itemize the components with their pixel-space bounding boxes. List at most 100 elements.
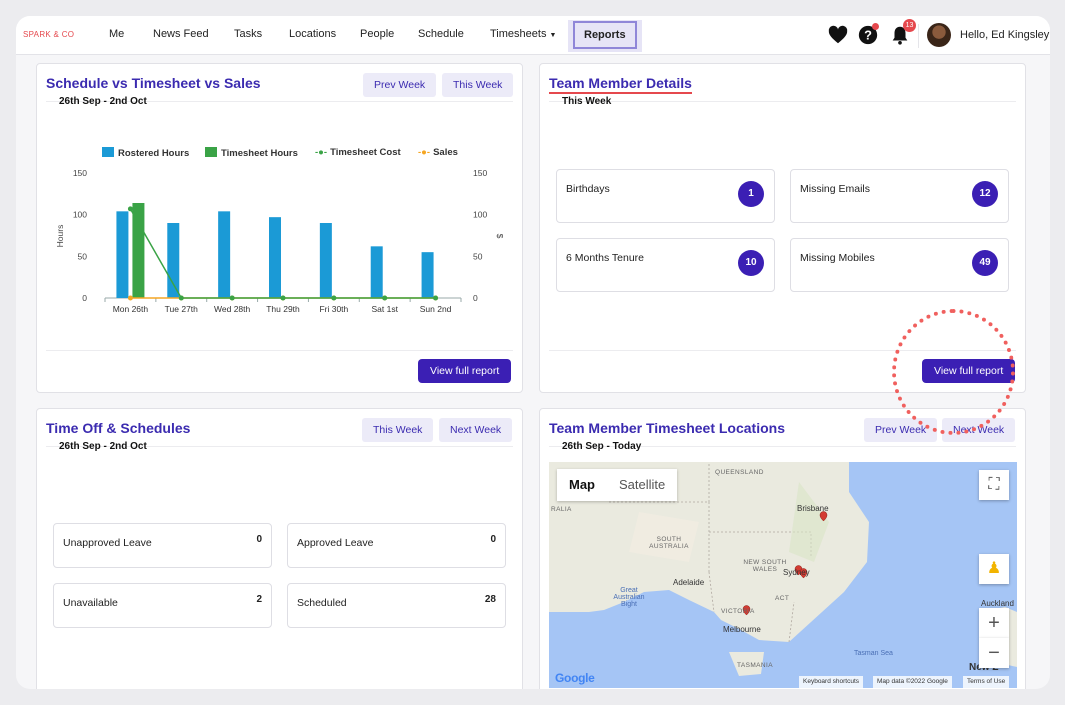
map-label-queensland: QUEENSLAND — [715, 469, 764, 476]
svg-text:?: ? — [864, 28, 872, 43]
locations-card-title: Team Member Timesheet Locations — [549, 420, 785, 436]
schedule-card: Schedule vs Timesheet vs Sales Prev Week… — [36, 63, 523, 393]
bell-icon[interactable]: 13 — [889, 19, 916, 46]
stat-missing-mobiles[interactable]: Missing Mobiles 49 — [790, 238, 1009, 292]
bar-rostered-hours — [269, 217, 281, 298]
stat-missing-emails[interactable]: Missing Emails 12 — [790, 169, 1009, 223]
y-tick-label: 150 — [73, 168, 87, 178]
unavailable-item[interactable]: Unavailable 2 — [53, 583, 272, 628]
stat-six-months-tenure[interactable]: 6 Months Tenure 10 — [556, 238, 775, 292]
legend-label: Timesheet Hours — [221, 148, 298, 159]
next-week-button[interactable]: Next Week — [439, 418, 513, 442]
user-greeting[interactable]: Hello, Ed Kingsley — [960, 29, 1050, 41]
nav-news-feed[interactable]: News Feed — [153, 28, 209, 40]
point-cost — [127, 206, 133, 212]
nav-people[interactable]: People — [360, 28, 395, 40]
timesheet-map[interactable]: QUEENSLAND RALIA SOUTH AUSTRALIA NEW SOU… — [549, 462, 1017, 688]
nav-tasks[interactable]: Tasks — [234, 28, 263, 40]
nav-schedule[interactable]: Schedule — [418, 28, 464, 40]
y2-tick-label: 100 — [473, 210, 487, 220]
legend-swatch — [102, 147, 114, 157]
point-cost — [433, 295, 439, 301]
y2-axis-label: $ — [495, 234, 505, 239]
stat-count-badge: 12 — [972, 181, 998, 207]
this-week-button[interactable]: This Week — [442, 73, 514, 97]
map-label-nsw: NEW SOUTH WALES — [743, 559, 787, 573]
legend-rostered-hours[interactable]: Rostered Hours — [102, 147, 189, 159]
point-cost — [331, 295, 337, 301]
legend-label: Sales — [433, 147, 458, 158]
help-icon[interactable]: ? — [857, 23, 879, 46]
scheduled-item[interactable]: Scheduled 28 — [287, 583, 506, 628]
terms-of-use-link[interactable]: Terms of Use — [963, 676, 1010, 688]
map-data-attribution: Map data ©2022 Google — [873, 676, 952, 688]
schedule-view-full-report-button[interactable]: View full report — [418, 359, 512, 383]
team-member-card: Team Member Details This Week Birthdays … — [539, 63, 1026, 393]
fullscreen-icon[interactable]: ⛶ — [979, 470, 1009, 500]
time-off-card-title: Time Off & Schedules — [46, 420, 191, 436]
top-nav: SPARK & CO Me News Feed Tasks Locations … — [16, 16, 1050, 55]
nav-reports-label: Reports — [573, 21, 637, 49]
map-label-auckland: Auckland — [981, 599, 1014, 608]
map-label-bight: Great Australian Bight — [613, 587, 645, 608]
notification-badge: 13 — [903, 19, 916, 32]
zoom-in-icon[interactable]: + — [979, 608, 1009, 638]
avatar[interactable] — [927, 23, 951, 47]
y-tick-label: 0 — [82, 293, 87, 303]
legend-label: Rostered Hours — [118, 148, 190, 159]
keyboard-shortcuts-link[interactable]: Keyboard shortcuts — [799, 676, 864, 688]
nav-divider — [918, 24, 919, 48]
point-cost — [229, 295, 235, 301]
point-cost — [178, 295, 184, 301]
legend-timesheet-hours[interactable]: Timesheet Hours — [205, 147, 298, 159]
map-type-tabs: Map Satellite — [557, 469, 678, 501]
locations-card: Team Member Timesheet Locations Prev Wee… — [539, 408, 1026, 689]
bar-rostered-hours — [370, 246, 383, 298]
nav-timesheets[interactable]: Timesheets ▼ — [490, 28, 556, 40]
y2-tick-label: 50 — [473, 251, 483, 261]
leave-value: 2 — [256, 594, 262, 605]
bar-rostered-hours — [116, 211, 129, 298]
map-label-victoria: VICTORIA — [721, 608, 755, 615]
point-cost — [280, 295, 286, 301]
map-tab-satellite[interactable]: Satellite — [619, 477, 666, 492]
card-footer-divider — [549, 350, 1016, 351]
nav-me[interactable]: Me — [109, 28, 125, 40]
approved-leave-item[interactable]: Approved Leave 0 — [287, 523, 506, 568]
locations-date-range: 26th Sep - Today — [562, 441, 642, 452]
stat-label: Birthdays — [566, 183, 610, 195]
prev-week-button[interactable]: Prev Week — [363, 73, 437, 97]
this-week-button[interactable]: This Week — [362, 418, 434, 442]
map-label-tasmania: TASMANIA — [737, 662, 773, 669]
team-card-title: Team Member Details — [549, 75, 692, 94]
heart-icon[interactable] — [827, 24, 849, 46]
x-tick-label: Tue 27th — [165, 304, 199, 314]
legend-timesheet-cost[interactable]: -●- Timesheet Cost — [315, 147, 401, 158]
leave-value: 28 — [484, 594, 496, 605]
x-tick-label: Fri 30th — [319, 304, 348, 314]
app-window: SPARK & CO Me News Feed Tasks Locations … — [16, 16, 1050, 689]
map-label-melbourne: Melbourne — [723, 625, 761, 634]
zoom-out-icon[interactable]: − — [979, 638, 1009, 668]
legend-sales[interactable]: -●- Sales — [418, 147, 458, 158]
x-tick-label: Thu 29th — [266, 304, 300, 314]
map-tab-map[interactable]: Map — [569, 477, 595, 492]
x-tick-label: Wed 28th — [214, 304, 251, 314]
leave-label: Approved Leave — [297, 537, 374, 549]
stat-label: Missing Emails — [800, 183, 871, 195]
stat-birthdays[interactable]: Birthdays 1 — [556, 169, 775, 223]
bar-timesheet-hours — [132, 203, 145, 298]
time-off-card: Time Off & Schedules This Week Next Week… — [36, 408, 523, 689]
highlight-annotation-ring — [892, 309, 1015, 435]
help-dot — [872, 23, 879, 30]
map-label-sydney: Sydney — [783, 568, 810, 577]
unapproved-leave-item[interactable]: Unapproved Leave 0 — [53, 523, 272, 568]
map-label-ralia: RALIA — [551, 506, 572, 513]
nav-locations[interactable]: Locations — [289, 28, 337, 40]
point-sales — [127, 295, 133, 301]
nav-reports[interactable]: Reports — [568, 20, 642, 52]
card-divider — [46, 101, 513, 102]
brand-logo[interactable]: SPARK & CO — [23, 30, 75, 39]
street-view-pegman-icon[interactable]: ♟ — [979, 554, 1009, 584]
nav-timesheets-label: Timesheets — [490, 28, 547, 40]
